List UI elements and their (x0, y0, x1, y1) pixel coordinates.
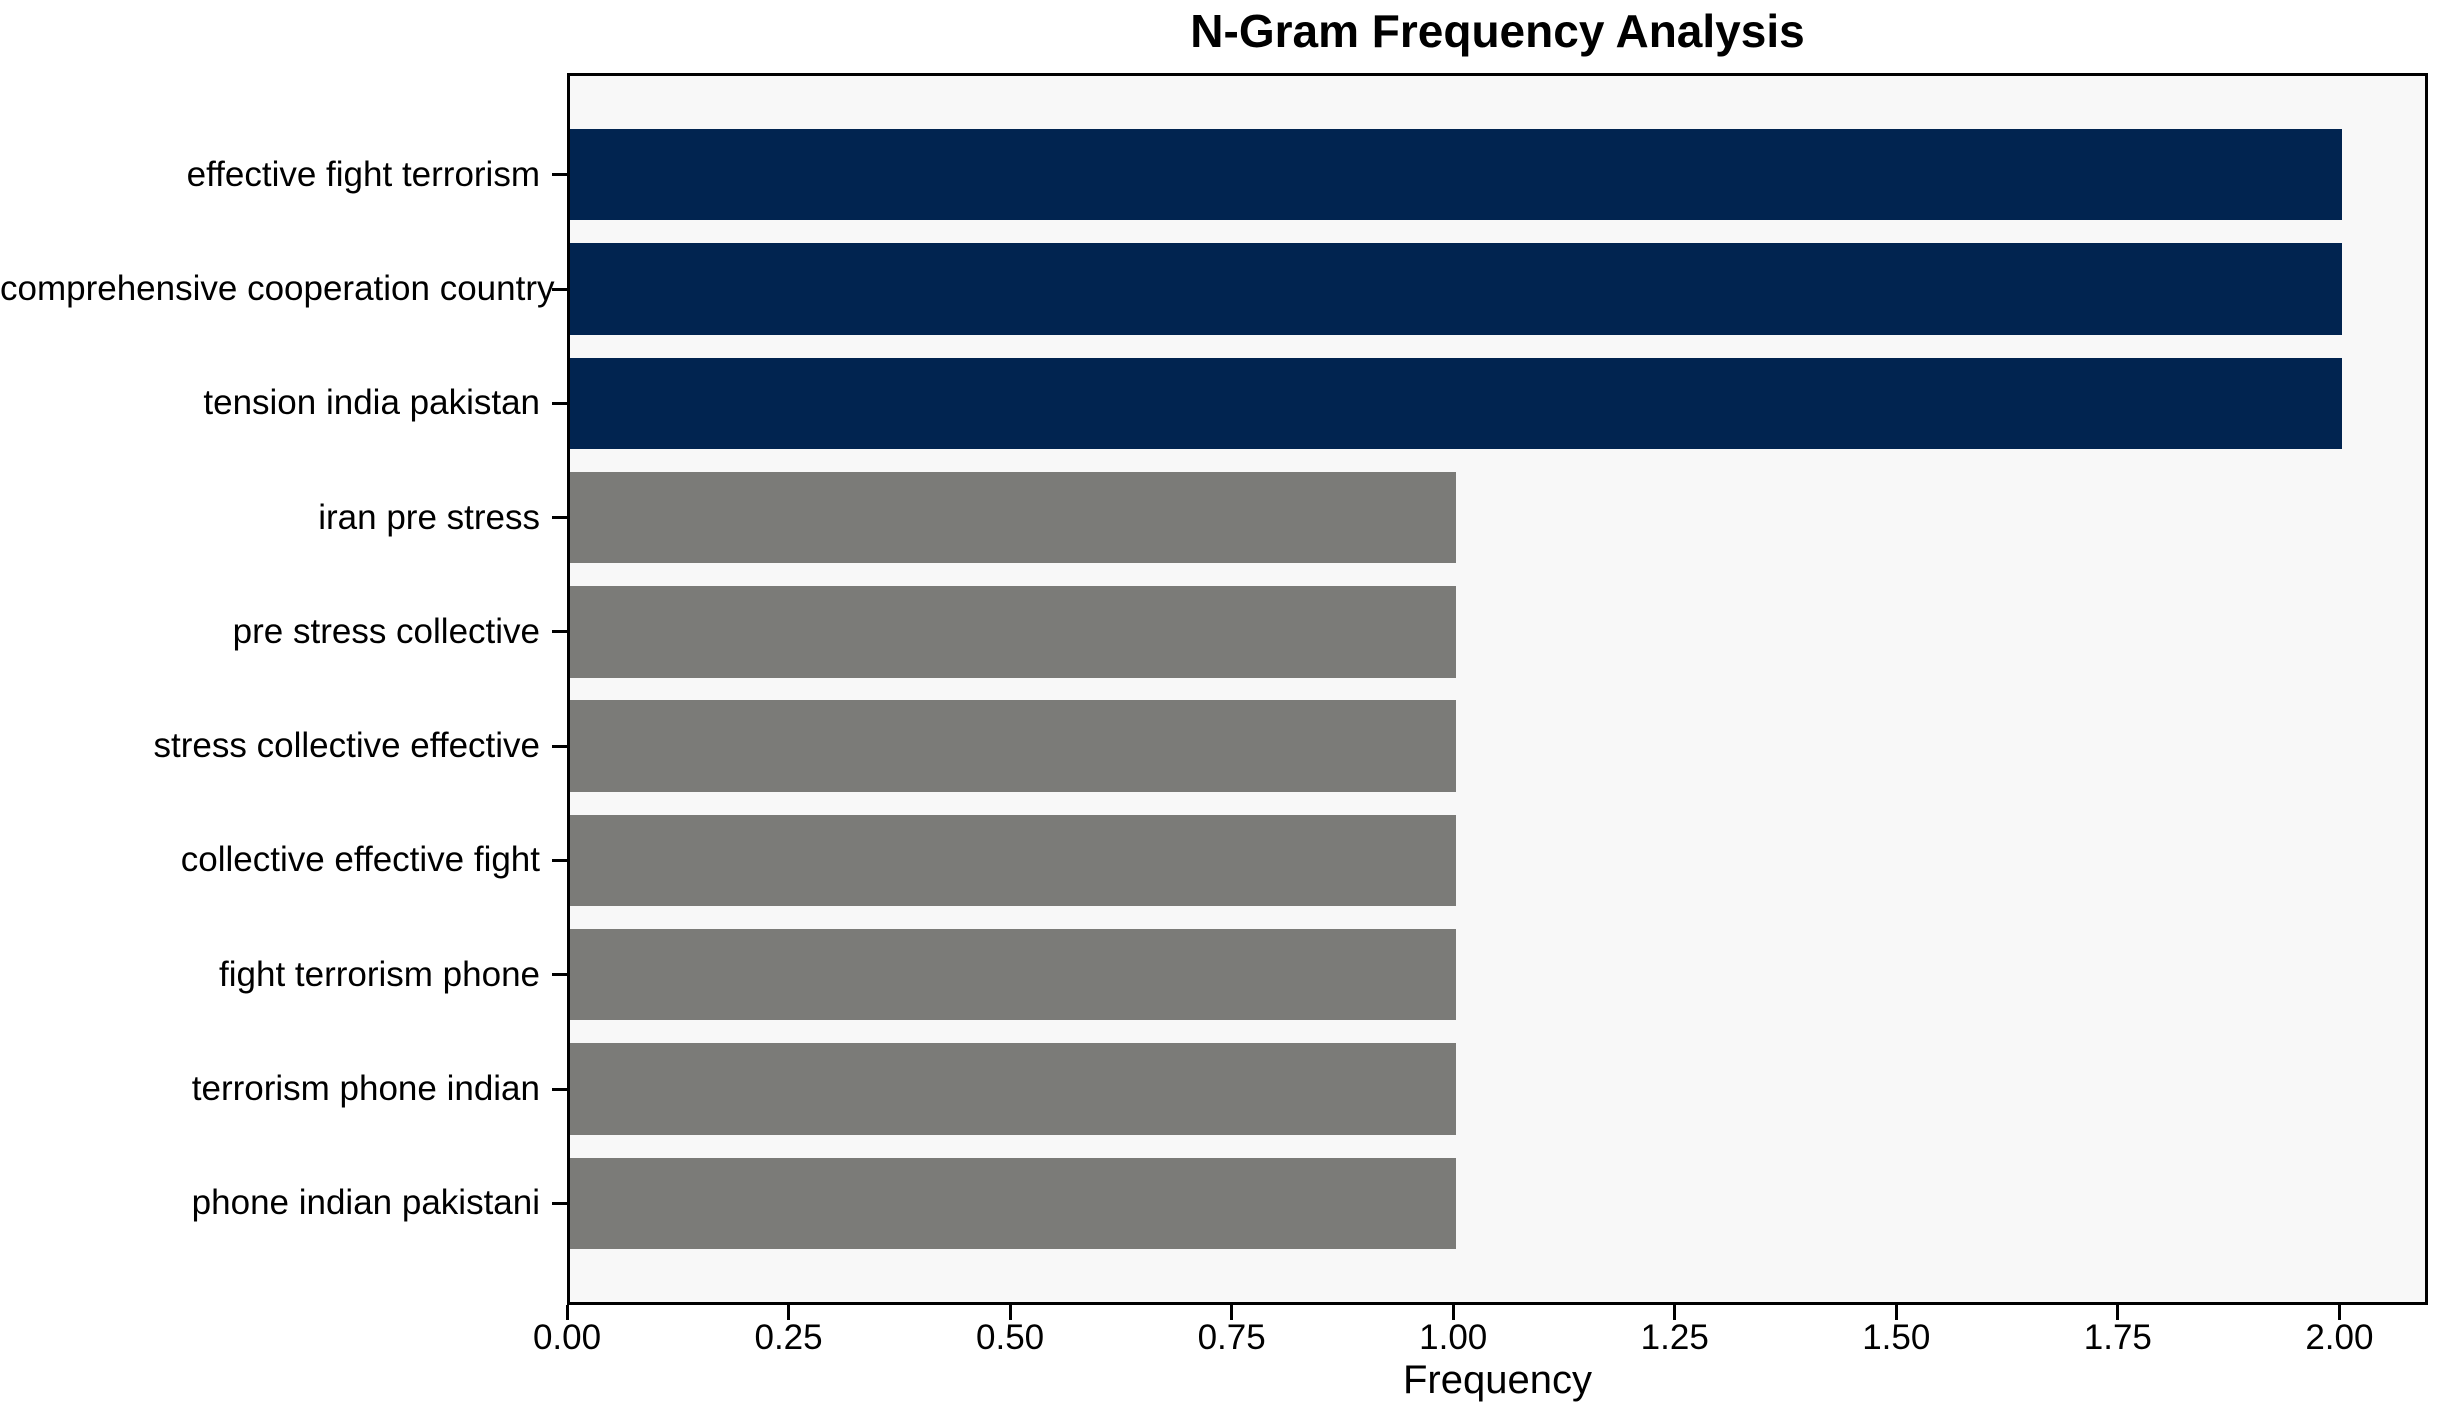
bar (570, 129, 2343, 221)
bar (570, 586, 1457, 678)
x-tick-mark (1894, 1305, 1898, 1320)
x-tick-mark (2337, 1305, 2341, 1320)
y-tick-mark (552, 1201, 567, 1205)
y-tick-label: effective fight terrorism (186, 154, 540, 194)
y-tick-label: stress collective effective (153, 726, 540, 766)
y-tick-label: phone indian pakistani (191, 1183, 540, 1223)
bar (570, 1157, 1457, 1249)
x-tick-label: 0.75 (1197, 1318, 1266, 1357)
y-tick-mark (552, 516, 567, 520)
plot-area (567, 73, 2428, 1305)
y-tick-mark (552, 858, 567, 862)
x-tick-label: 1.25 (1640, 1318, 1709, 1357)
x-tick-mark (565, 1305, 569, 1320)
bar (570, 700, 1457, 792)
x-tick-mark (1230, 1305, 1234, 1320)
bar (570, 814, 1457, 907)
x-tick-label: 1.75 (2083, 1318, 2152, 1357)
x-tick-label: 1.50 (1862, 1318, 1931, 1357)
y-tick-label: pre stress collective (232, 611, 540, 651)
x-tick-label: 1.00 (1419, 1318, 1488, 1357)
y-tick-label: comprehensive cooperation country (0, 269, 555, 308)
y-tick-mark (552, 287, 567, 291)
y-tick-mark (552, 173, 567, 177)
y-tick-mark (552, 973, 567, 977)
x-tick-mark (1673, 1305, 1677, 1320)
y-tick-mark (552, 630, 567, 634)
y-tick-label: iran pre stress (318, 497, 540, 537)
x-tick-mark (1451, 1305, 1455, 1320)
bar (570, 1043, 1457, 1135)
bar (570, 471, 1457, 564)
x-tick-mark (1008, 1305, 1012, 1320)
y-tick-label: fight terrorism phone (219, 954, 540, 994)
x-tick-mark (787, 1305, 791, 1320)
bar (570, 357, 2343, 449)
x-tick-label: 0.50 (976, 1318, 1045, 1357)
y-tick-mark (552, 744, 567, 748)
x-tick-label: 2.00 (2305, 1318, 2374, 1357)
y-tick-mark (552, 401, 567, 405)
x-tick-label: 0.00 (532, 1318, 602, 1357)
x-tick-label: 0.25 (754, 1318, 823, 1357)
bar (570, 929, 1457, 1021)
bar (570, 243, 2343, 335)
x-tick-mark (2116, 1305, 2120, 1320)
chart-title: N-Gram Frequency Analysis (1190, 5, 1805, 57)
y-tick-label: collective effective fight (180, 840, 540, 880)
y-tick-mark (552, 1087, 567, 1091)
y-tick-label: terrorism phone indian (191, 1069, 540, 1108)
y-tick-label: tension india pakistan (203, 383, 540, 423)
x-axis-label: Frequency (1403, 1358, 1592, 1402)
